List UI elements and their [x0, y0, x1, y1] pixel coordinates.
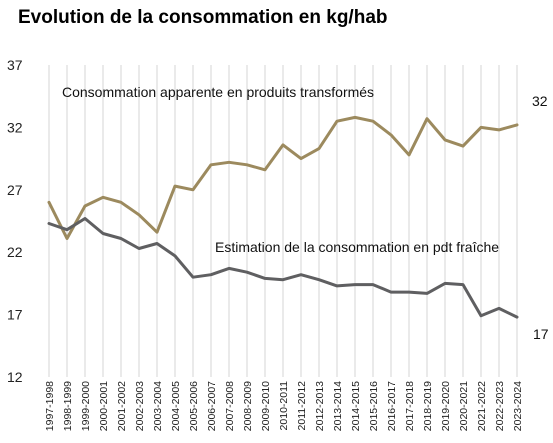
data-point: [47, 222, 51, 225]
y-tick-label: 32: [7, 119, 23, 135]
data-point: [335, 119, 339, 123]
data-point: [407, 290, 411, 294]
data-point: [83, 204, 87, 208]
data-point: [101, 196, 105, 199]
data-point: [353, 116, 357, 119]
data-point: [497, 307, 501, 310]
gridlines: [48, 65, 518, 377]
data-point: [479, 126, 483, 129]
data-point: [515, 123, 519, 127]
data-point: [461, 283, 465, 286]
data-point: [137, 213, 141, 216]
x-tick-label: 2015-2016: [368, 381, 380, 431]
x-tick-label: 2007-2008: [224, 381, 236, 431]
x-tick-label: 2006-2007: [206, 381, 218, 431]
x-axis: 1997-1998 1998-1999 1999-2000 2000-2001 2001…: [44, 381, 524, 431]
y-axis: 12 17 22 27 32 37: [7, 57, 23, 385]
data-point: [263, 277, 267, 280]
series-annotation-fraiche: Estimation de la consommation en pdt fra…: [215, 239, 499, 255]
y-tick-label: 37: [7, 57, 23, 73]
data-point: [425, 117, 429, 120]
data-point: [299, 157, 303, 160]
x-tick-label: 2010-2011: [278, 381, 290, 431]
x-tick-label: 2020-2021: [458, 381, 470, 431]
series-annotation-transformes: Consommation apparente en produits trans…: [62, 84, 374, 100]
chart-title: Evolution de la consommation en kg/hab: [18, 7, 388, 28]
data-point: [209, 163, 213, 167]
data-point: [281, 278, 285, 281]
x-tick-label: 1999-2000: [80, 381, 92, 431]
data-point: [353, 283, 357, 286]
y-tick-label: 27: [7, 182, 23, 198]
data-point: [65, 237, 69, 240]
data-point: [83, 217, 87, 220]
data-point: [389, 290, 393, 294]
data-point: [227, 161, 231, 164]
data-point: [371, 283, 375, 286]
y-tick-label: 12: [7, 369, 23, 385]
data-point: [281, 143, 285, 147]
data-point: [497, 128, 501, 132]
x-tick-label: 2017-2018: [404, 381, 416, 431]
x-tick-label: 2021-2022: [476, 381, 488, 431]
x-tick-label: 1997-1998: [44, 381, 56, 431]
x-tick-label: 2018-2019: [422, 381, 434, 431]
x-tick-label: 2013-2014: [332, 381, 344, 431]
data-point: [425, 292, 429, 295]
y-tick-label: 22: [7, 244, 23, 260]
data-point: [173, 254, 177, 258]
data-point: [335, 284, 339, 288]
data-point: [461, 144, 465, 148]
data-point: [389, 133, 393, 137]
data-point: [101, 232, 105, 235]
data-point: [65, 228, 69, 231]
x-tick-label: 2012-2013: [314, 381, 326, 431]
data-point: [119, 237, 123, 240]
data-point: [443, 282, 447, 285]
data-point: [47, 201, 51, 204]
x-tick-label: 2004-2005: [170, 381, 182, 431]
data-point: [317, 278, 321, 281]
x-tick-label: 2011-2012: [296, 381, 308, 431]
end-label-transformes: 32: [532, 93, 548, 109]
data-point: [299, 273, 303, 276]
data-point: [119, 201, 123, 204]
series-lines: [47, 115, 519, 319]
data-point: [245, 270, 249, 274]
data-point: [263, 168, 267, 172]
data-point: [371, 119, 375, 123]
data-point: [155, 242, 159, 245]
data-point: [191, 188, 195, 191]
x-tick-label: 1998-1999: [62, 381, 74, 431]
end-label-fraiche: 17: [533, 326, 549, 342]
data-point: [443, 138, 447, 142]
x-tick-label: 2005-2006: [188, 381, 200, 431]
data-point: [173, 184, 177, 188]
x-tick-label: 2019-2020: [440, 381, 452, 431]
x-tick-label: 2014-2015: [350, 381, 362, 431]
data-point: [479, 314, 483, 318]
data-point: [245, 163, 249, 167]
data-point: [317, 147, 321, 150]
x-tick-label: 2023-2024: [512, 381, 524, 431]
data-point: [137, 247, 141, 250]
x-tick-label: 2003-2004: [152, 381, 164, 431]
x-tick-label: 2008-2009: [242, 381, 254, 431]
x-tick-label: 2022-2023: [494, 381, 506, 431]
x-tick-label: 2009-2010: [260, 381, 272, 431]
data-point: [407, 153, 411, 157]
data-point: [515, 315, 519, 319]
data-point: [209, 273, 213, 276]
data-point: [227, 267, 231, 270]
y-tick-label: 17: [7, 307, 23, 323]
x-tick-label: 2000-2001: [98, 381, 110, 431]
x-tick-label: 2002-2003: [134, 381, 146, 431]
data-point: [191, 275, 195, 279]
x-tick-label: 2016-2017: [386, 381, 398, 431]
x-tick-label: 2001-2002: [116, 381, 128, 431]
data-point: [155, 231, 159, 234]
